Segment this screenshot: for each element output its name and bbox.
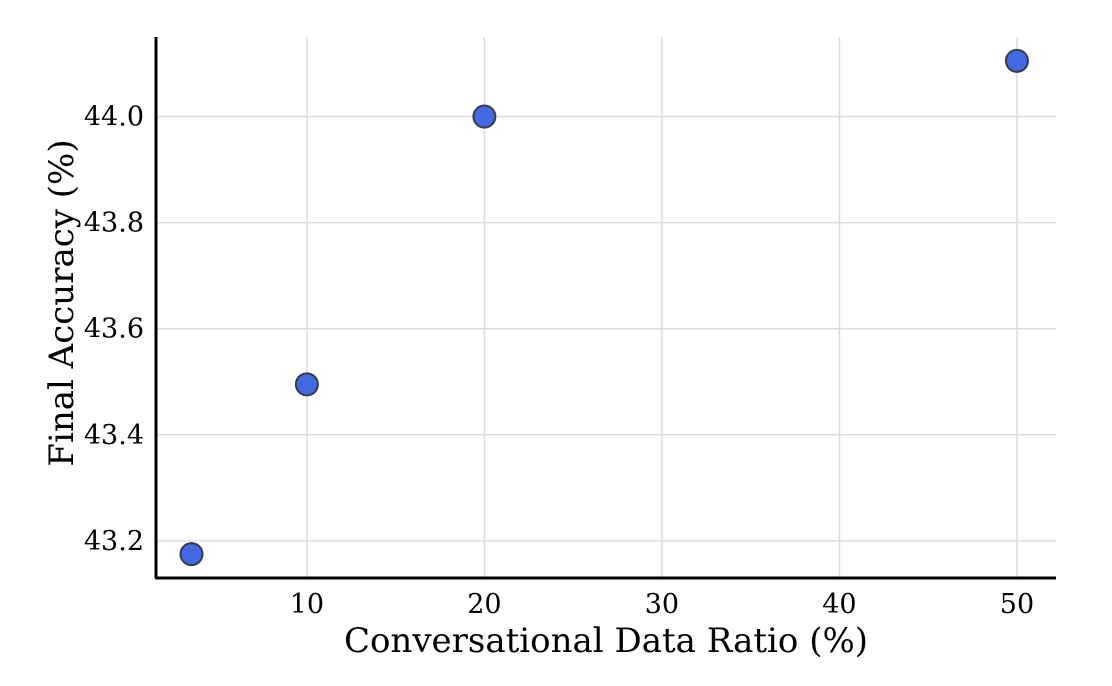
data-points <box>179 48 1029 567</box>
y-tick-labels: 43.2 43.4 43.6 43.8 44.0 <box>84 102 144 557</box>
y-tick-label: 43.8 <box>84 208 144 239</box>
data-point <box>294 372 319 397</box>
x-tick-label: 30 <box>645 589 679 620</box>
y-tick-label: 43.6 <box>84 314 144 345</box>
x-tick-label: 40 <box>822 589 856 620</box>
y-tick-label: 44.0 <box>84 102 144 133</box>
x-tick-label: 10 <box>290 589 324 620</box>
y-tick-label: 43.4 <box>84 420 144 451</box>
y-tick-label: 43.2 <box>84 526 144 557</box>
x-axis-label: Conversational Data Ratio (%) <box>344 621 868 661</box>
x-tick-label: 20 <box>467 589 501 620</box>
data-point <box>179 542 204 567</box>
data-point <box>1004 48 1029 73</box>
data-point <box>472 104 497 129</box>
x-tick-labels: 10 20 30 40 50 <box>290 589 1034 620</box>
axes <box>154 37 1056 580</box>
y-axis-label: Final Accuracy (%) <box>42 139 82 466</box>
x-tick-label: 50 <box>1000 589 1034 620</box>
grid <box>156 37 1056 578</box>
